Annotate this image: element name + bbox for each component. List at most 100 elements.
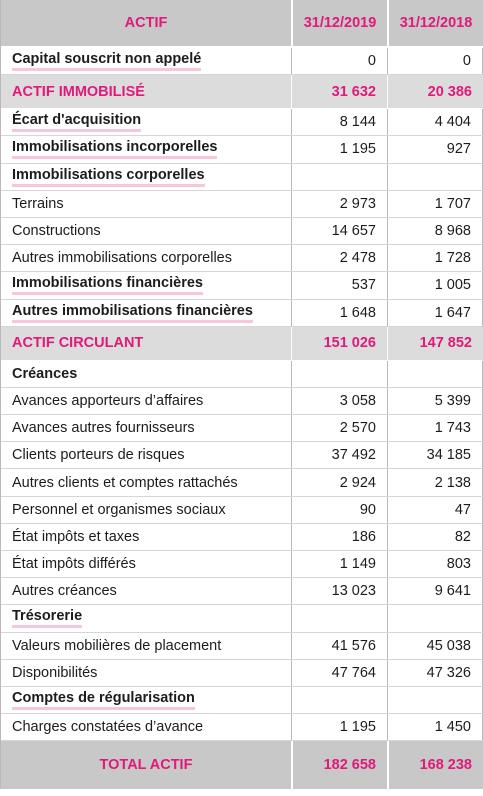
value-2019: 1 195 <box>291 136 387 163</box>
row-label-cell: Capital souscrit non appelé <box>1 48 291 74</box>
row-label-cell: Immobilisations financières <box>1 272 291 298</box>
row-label-cell: ACTIF CIRCULANT <box>1 327 291 360</box>
table-row: Avances apporteurs d’affaires 3 058 5 399 <box>1 387 483 416</box>
table-row: Immobilisations financières 537 1 005 <box>1 272 483 300</box>
value-2019: 31 632 <box>291 75 387 109</box>
row-label-cell: Comptes de régularisation <box>1 687 291 713</box>
row-label: Immobilisations corporelles <box>12 167 205 187</box>
table-row: Autres immobilisations financières 1 648 1… <box>1 299 483 327</box>
row-label: Terrains <box>12 195 64 212</box>
row-label-cell: Créances <box>1 361 291 387</box>
table-header: ACTIF 31/12/2019 31/12/2018 <box>1 0 483 48</box>
row-label: Personnel et organismes sociaux <box>12 501 226 518</box>
table-row: Trésorerie <box>1 605 483 633</box>
row-label: Comptes de régularisation <box>12 690 195 711</box>
row-label-cell: Autres créances <box>1 578 291 604</box>
value-2019: 0 <box>291 48 387 75</box>
header-2018: 31/12/2018 <box>387 0 483 46</box>
value-2019 <box>291 686 387 714</box>
table-row: État impôts et taxes 186 82 <box>1 523 483 551</box>
value-2019: 90 <box>291 496 387 523</box>
value-2018: 1 005 <box>387 272 483 299</box>
value-2019: 537 <box>291 272 387 299</box>
value-2019: 47 764 <box>291 659 387 686</box>
table-row: Terrains 2 973 1 707 <box>1 190 483 218</box>
value-2019: 13 023 <box>291 578 387 605</box>
row-label: Autres immobilisations corporelles <box>12 250 232 267</box>
value-2018: 1 743 <box>387 415 483 442</box>
row-label: Écart d'acquisition <box>12 112 142 133</box>
row-label: Trésorerie <box>12 608 83 629</box>
row-label-cell: Charges constatées d’avance <box>1 714 291 740</box>
value-2018: 47 326 <box>387 659 483 686</box>
table-row: Autres clients et comptes rattachés 2 924… <box>1 469 483 497</box>
value-2018: 0 <box>387 48 483 75</box>
section-row: ACTIF IMMOBILISÉ 31 632 20 386 <box>1 75 483 110</box>
value-2019: 186 <box>291 523 387 550</box>
row-label-cell: Trésorerie <box>1 605 291 631</box>
header-label: ACTIF <box>124 15 168 31</box>
value-2018: 8 968 <box>387 217 483 245</box>
value-2019: 2 973 <box>291 190 387 217</box>
table-row: Immobilisations corporelles <box>1 163 483 191</box>
value-2019: 41 576 <box>291 632 387 659</box>
value-2018: 82 <box>387 523 483 550</box>
value-2018: 1 647 <box>387 299 483 326</box>
value-2019: 151 026 <box>291 326 387 360</box>
value-2019: 2 570 <box>291 415 387 442</box>
table-row: Comptes de régularisation <box>1 686 483 715</box>
table-row: Personnel et organismes sociaux 90 47 <box>1 496 483 524</box>
value-2018 <box>387 605 483 632</box>
table-body: Capital souscrit non appelé 0 0 ACTIF IMMOB… <box>1 48 483 742</box>
row-label: État impôts différés <box>12 556 136 573</box>
row-label: Charges constatées d’avance <box>12 719 204 736</box>
row-label: Avances autres fournisseurs <box>12 420 195 437</box>
value-2018 <box>387 163 483 190</box>
value-2018: 1 450 <box>387 714 483 741</box>
row-label-cell: Disponibilités <box>1 660 291 686</box>
row-label-cell: Autres immobilisations financières <box>1 300 291 326</box>
row-label-cell: Clients porteurs de risques <box>1 442 291 468</box>
value-2018: 20 386 <box>387 75 483 109</box>
row-label: Créances <box>12 365 78 382</box>
row-label: Capital souscrit non appelé <box>12 51 202 72</box>
table-row: Charges constatées d’avance 1 195 1 450 <box>1 714 483 742</box>
total-2019: 182 658 <box>291 741 387 790</box>
row-label: Clients porteurs de risques <box>12 447 185 464</box>
value-2019: 1 195 <box>291 714 387 741</box>
value-2019 <box>291 163 387 190</box>
value-2019: 2 924 <box>291 469 387 496</box>
total-2018: 168 238 <box>387 741 483 790</box>
row-label: Immobilisations financières <box>12 275 203 296</box>
row-label: Valeurs mobilières de placement <box>12 637 222 654</box>
total-label: TOTAL ACTIF <box>99 757 193 774</box>
row-label-cell: Autres clients et comptes rattachés <box>1 469 291 495</box>
table-row: Avances autres fournisseurs 2 570 1 743 <box>1 415 483 443</box>
row-label-cell: Immobilisations corporelles <box>1 164 291 190</box>
table-row: Créances <box>1 360 483 388</box>
value-2018: 47 <box>387 496 483 523</box>
header-2019: 31/12/2019 <box>291 0 387 46</box>
row-label-cell: État impôts différés <box>1 551 291 577</box>
table-row: Clients porteurs de risques 37 492 34 185 <box>1 442 483 470</box>
value-2018: 4 404 <box>387 109 483 136</box>
row-label: Autres clients et comptes rattachés <box>12 474 238 491</box>
value-2018: 5 399 <box>387 387 483 415</box>
value-2019: 2 478 <box>291 245 387 272</box>
table-row: Capital souscrit non appelé 0 0 <box>1 48 483 76</box>
value-2018: 1 728 <box>387 245 483 272</box>
row-label-cell: Écart d'acquisition <box>1 109 291 135</box>
value-2018: 45 038 <box>387 632 483 659</box>
row-label-cell: Constructions <box>1 218 291 244</box>
row-label-cell: Autres immobilisations corporelles <box>1 245 291 271</box>
table-row: Constructions 14 657 8 968 <box>1 217 483 246</box>
row-label-cell: ACTIF IMMOBILISÉ <box>1 75 291 108</box>
total-row: TOTAL ACTIF 182 658 168 238 <box>1 741 483 790</box>
value-2018: 803 <box>387 551 483 578</box>
value-2019: 8 144 <box>291 109 387 136</box>
value-2019: 37 492 <box>291 442 387 469</box>
table-row: Écart d'acquisition 8 144 4 404 <box>1 109 483 137</box>
value-2018: 2 138 <box>387 469 483 496</box>
row-label: Immobilisations incorporelles <box>12 139 218 160</box>
